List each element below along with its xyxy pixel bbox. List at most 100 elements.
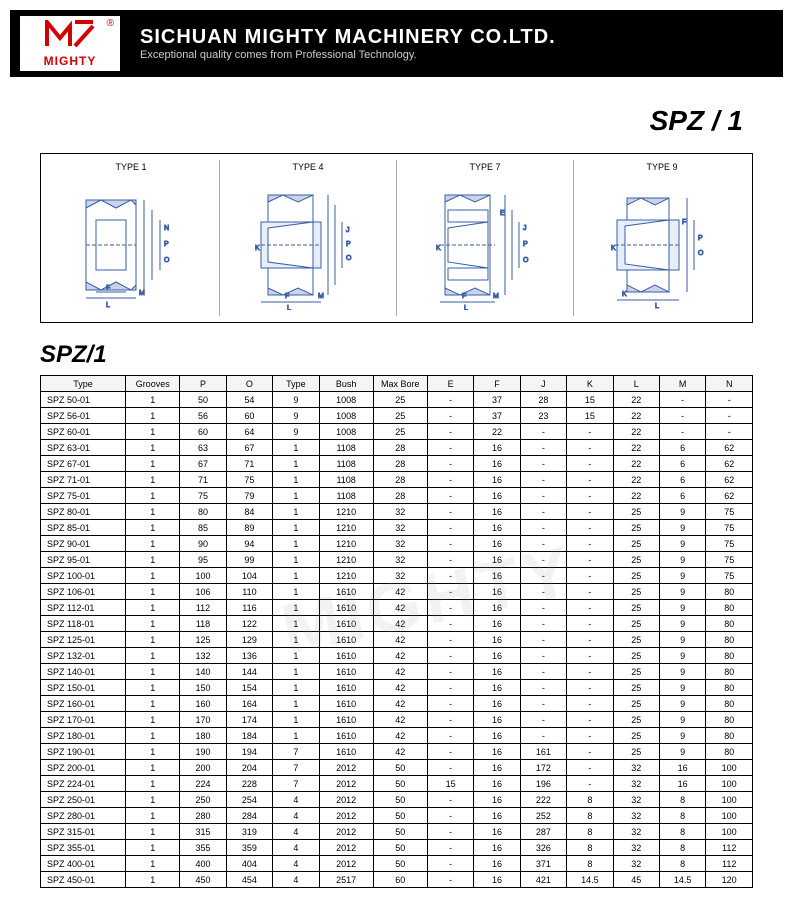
table-cell: 80: [180, 504, 226, 520]
diagram-title: TYPE 9: [646, 162, 677, 172]
table-cell: 6: [659, 488, 705, 504]
table-cell: -: [427, 472, 473, 488]
table-cell: 15: [427, 776, 473, 792]
table-cell: 64: [226, 424, 272, 440]
table-cell: 80: [706, 728, 753, 744]
table-row: SPZ 224-01122422872012501516196-3216100: [41, 776, 753, 792]
table-cell: 125: [180, 632, 226, 648]
table-cell: 1: [273, 696, 319, 712]
table-cell: 1008: [319, 392, 373, 408]
table-header-cell: Grooves: [126, 376, 180, 392]
table-cell: 8: [659, 840, 705, 856]
table-cell: 8: [567, 856, 613, 872]
table-cell: 100: [706, 824, 753, 840]
table-cell: 154: [226, 680, 272, 696]
table-cell: 9: [659, 552, 705, 568]
table-header-row: TypeGroovesPOTypeBushMax BoreEFJKLMN: [41, 376, 753, 392]
table-cell: 1: [273, 584, 319, 600]
svg-text:F: F: [285, 293, 289, 300]
table-cell: 1: [273, 664, 319, 680]
svg-text:P: P: [698, 235, 703, 242]
table-cell: -: [567, 488, 613, 504]
table-cell: 25: [373, 424, 427, 440]
table-cell: 32: [373, 504, 427, 520]
table-cell: 9: [659, 584, 705, 600]
table-cell: -: [567, 584, 613, 600]
table-cell: 1008: [319, 424, 373, 440]
table-header-cell: L: [613, 376, 659, 392]
table-row: SPZ 100-0111001041121032-16--25975: [41, 568, 753, 584]
diagram-title: TYPE 4: [292, 162, 323, 172]
table-cell: 22: [613, 440, 659, 456]
table-cell: 132: [180, 648, 226, 664]
table-cell: -: [427, 760, 473, 776]
table-cell: 8: [659, 856, 705, 872]
table-header-cell: J: [520, 376, 566, 392]
table-cell: 80: [706, 712, 753, 728]
table-cell: 1108: [319, 440, 373, 456]
table-cell: 16: [474, 744, 520, 760]
table-cell: 1: [126, 664, 180, 680]
table-row: SPZ 315-0113153194201250-162878328100: [41, 824, 753, 840]
table-cell: 32: [613, 808, 659, 824]
svg-text:O: O: [698, 250, 704, 257]
table-cell: 2012: [319, 760, 373, 776]
table-cell: 112: [180, 600, 226, 616]
table-cell: SPZ 118-01: [41, 616, 126, 632]
table-cell: 8: [659, 808, 705, 824]
table-cell: 32: [373, 520, 427, 536]
table-cell: 22: [613, 456, 659, 472]
pulley-drawing-icon: NPO L F M: [66, 176, 196, 314]
table-cell: 80: [706, 584, 753, 600]
table-cell: 6: [659, 440, 705, 456]
table-cell: SPZ 106-01: [41, 584, 126, 600]
diagrams-row: TYPE 1 NPO L F M TYPE 4: [40, 153, 753, 323]
table-cell: 1610: [319, 680, 373, 696]
table-cell: 1610: [319, 584, 373, 600]
logo: ® MIGHTY: [20, 16, 120, 71]
table-body: SPZ 50-01150549100825-37281522--SPZ 56-0…: [41, 392, 753, 888]
table-cell: -: [427, 824, 473, 840]
table-cell: 222: [520, 792, 566, 808]
header-text: SICHUAN MIGHTY MACHINERY CO.LTD. Excepti…: [140, 26, 556, 61]
table-cell: 16: [474, 728, 520, 744]
table-cell: 16: [474, 440, 520, 456]
table-row: SPZ 63-01163671110828-16--22662: [41, 440, 753, 456]
table-cell: -: [706, 408, 753, 424]
table-cell: 224: [180, 776, 226, 792]
table-row: SPZ 180-0111801841161042-16--25980: [41, 728, 753, 744]
table-cell: 9: [659, 632, 705, 648]
logo-text: MIGHTY: [44, 54, 97, 68]
table-cell: 9: [273, 392, 319, 408]
table-row: SPZ 355-0113553594201250-163268328112: [41, 840, 753, 856]
table-cell: 1210: [319, 552, 373, 568]
table-cell: -: [520, 648, 566, 664]
table-cell: 25: [373, 408, 427, 424]
table-cell: -: [567, 728, 613, 744]
table-cell: 359: [226, 840, 272, 856]
diagram-title: TYPE 1: [115, 162, 146, 172]
svg-text:L: L: [464, 305, 468, 310]
table-row: SPZ 400-0114004044201250-163718328112: [41, 856, 753, 872]
table-cell: -: [706, 392, 753, 408]
table-cell: 56: [180, 408, 226, 424]
table-cell: 16: [474, 664, 520, 680]
table-cell: -: [427, 584, 473, 600]
table-cell: 1: [126, 392, 180, 408]
table-cell: 1610: [319, 696, 373, 712]
table-cell: 228: [226, 776, 272, 792]
table-cell: SPZ 190-01: [41, 744, 126, 760]
pulley-drawing-icon: JPO L K FM: [243, 176, 373, 314]
table-cell: 60: [373, 872, 427, 888]
table-cell: 4: [273, 824, 319, 840]
table-cell: 1: [273, 456, 319, 472]
page-title: SPZ / 1: [10, 97, 783, 153]
table-cell: 1: [126, 440, 180, 456]
table-cell: 75: [706, 504, 753, 520]
table-cell: 6: [659, 456, 705, 472]
table-cell: 400: [180, 856, 226, 872]
table-cell: 62: [706, 456, 753, 472]
header-bar: ® MIGHTY SICHUAN MIGHTY MACHINERY CO.LTD…: [10, 10, 783, 77]
table-cell: 42: [373, 664, 427, 680]
table-cell: 1: [126, 568, 180, 584]
